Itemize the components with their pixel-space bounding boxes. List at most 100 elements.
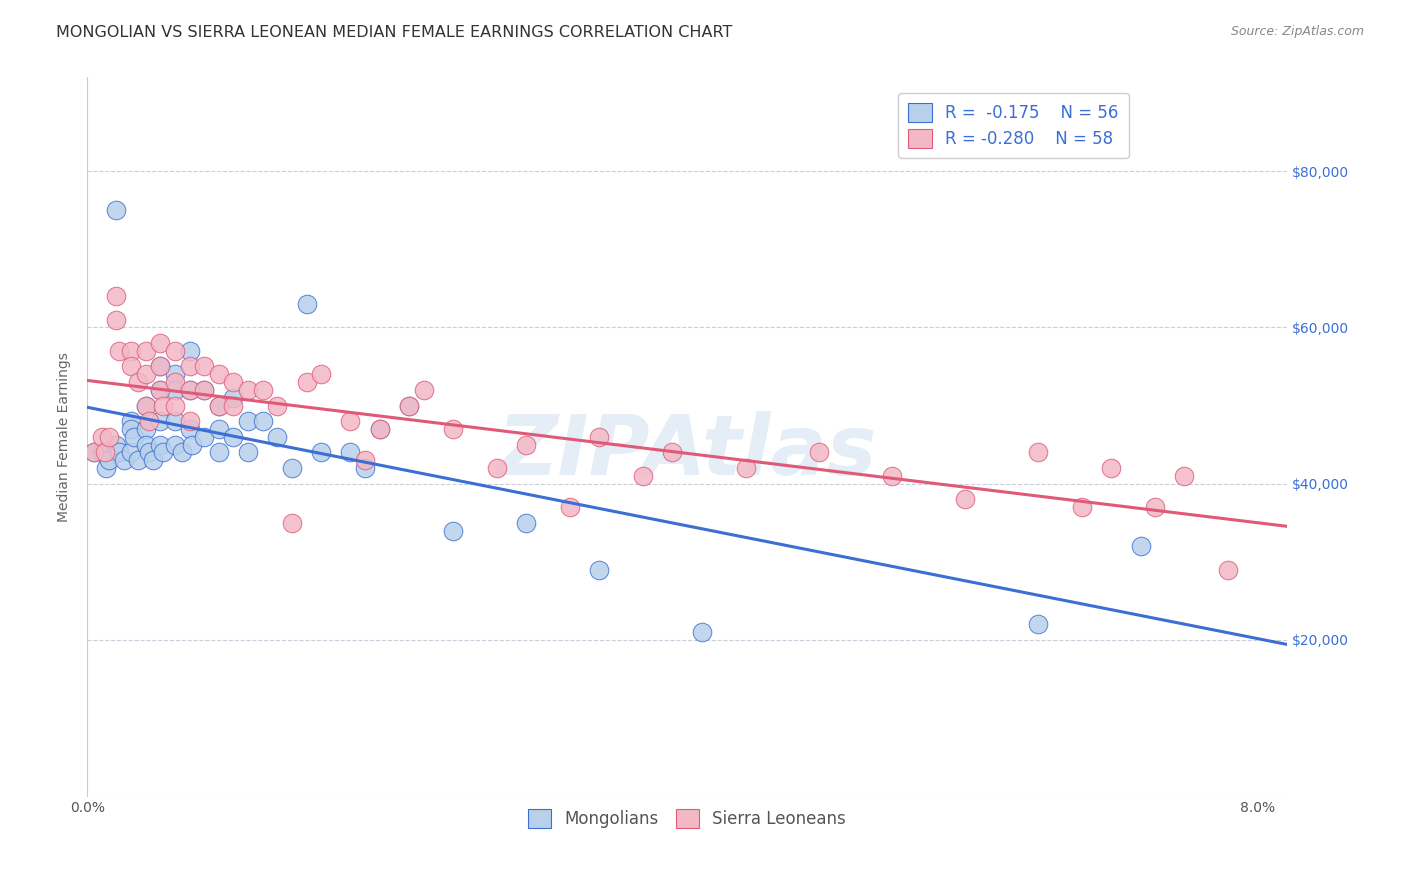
Point [236,445,259,459]
Point [398,399,420,413]
Point [252,383,274,397]
Point [222,430,245,444]
Point [1173,468,1195,483]
Point [96,461,118,475]
Point [179,422,201,436]
Point [631,468,654,483]
Point [266,399,288,413]
Point [1026,445,1049,459]
Point [90,445,112,459]
Point [515,437,537,451]
Point [105,312,128,326]
Y-axis label: Median Female Earnings: Median Female Earnings [58,351,72,522]
Point [953,492,976,507]
Point [441,524,464,538]
Point [193,359,215,374]
Point [208,399,231,413]
Point [1144,500,1167,514]
Point [163,399,186,413]
Point [222,375,245,389]
Point [138,414,160,428]
Point [163,437,186,451]
Text: Source: ZipAtlas.com: Source: ZipAtlas.com [1230,25,1364,38]
Point [138,445,160,459]
Legend: Mongolians, Sierra Leoneans: Mongolians, Sierra Leoneans [522,802,852,835]
Point [122,430,145,444]
Point [807,445,830,459]
Point [105,437,128,451]
Point [558,500,581,514]
Point [172,445,194,459]
Point [142,453,165,467]
Point [193,383,215,397]
Point [339,414,361,428]
Point [135,399,157,413]
Point [309,445,332,459]
Point [208,399,231,413]
Point [236,383,259,397]
Point [135,422,157,436]
Point [309,368,332,382]
Point [98,430,121,444]
Point [193,430,215,444]
Point [734,461,756,475]
Point [163,343,186,358]
Point [179,383,201,397]
Point [398,399,420,413]
Point [135,368,157,382]
Point [105,289,128,303]
Point [236,414,259,428]
Point [1129,539,1152,553]
Point [152,399,174,413]
Point [149,437,172,451]
Point [83,445,105,459]
Point [149,359,172,374]
Point [105,203,128,218]
Point [163,375,186,389]
Point [208,445,231,459]
Point [281,461,304,475]
Point [588,563,610,577]
Point [179,359,201,374]
Point [112,453,135,467]
Point [120,343,142,358]
Point [179,343,201,358]
Point [661,445,683,459]
Point [880,468,903,483]
Point [120,445,142,459]
Point [208,422,231,436]
Point [149,414,172,428]
Point [149,359,172,374]
Point [120,359,142,374]
Point [108,445,131,459]
Point [135,399,157,413]
Point [181,437,204,451]
Point [120,414,142,428]
Point [208,368,231,382]
Text: ZIPAtlas: ZIPAtlas [498,410,877,491]
Point [485,461,508,475]
Point [588,430,610,444]
Point [120,422,142,436]
Point [515,516,537,530]
Point [252,414,274,428]
Point [152,445,174,459]
Point [690,625,713,640]
Point [354,461,377,475]
Point [90,430,112,444]
Point [412,383,434,397]
Point [163,368,186,382]
Point [127,375,149,389]
Point [295,297,318,311]
Point [1218,563,1240,577]
Point [149,383,172,397]
Point [179,414,201,428]
Point [295,375,318,389]
Point [149,336,172,351]
Point [135,343,157,358]
Point [266,430,288,444]
Point [193,383,215,397]
Point [1071,500,1094,514]
Point [149,383,172,397]
Point [354,453,377,467]
